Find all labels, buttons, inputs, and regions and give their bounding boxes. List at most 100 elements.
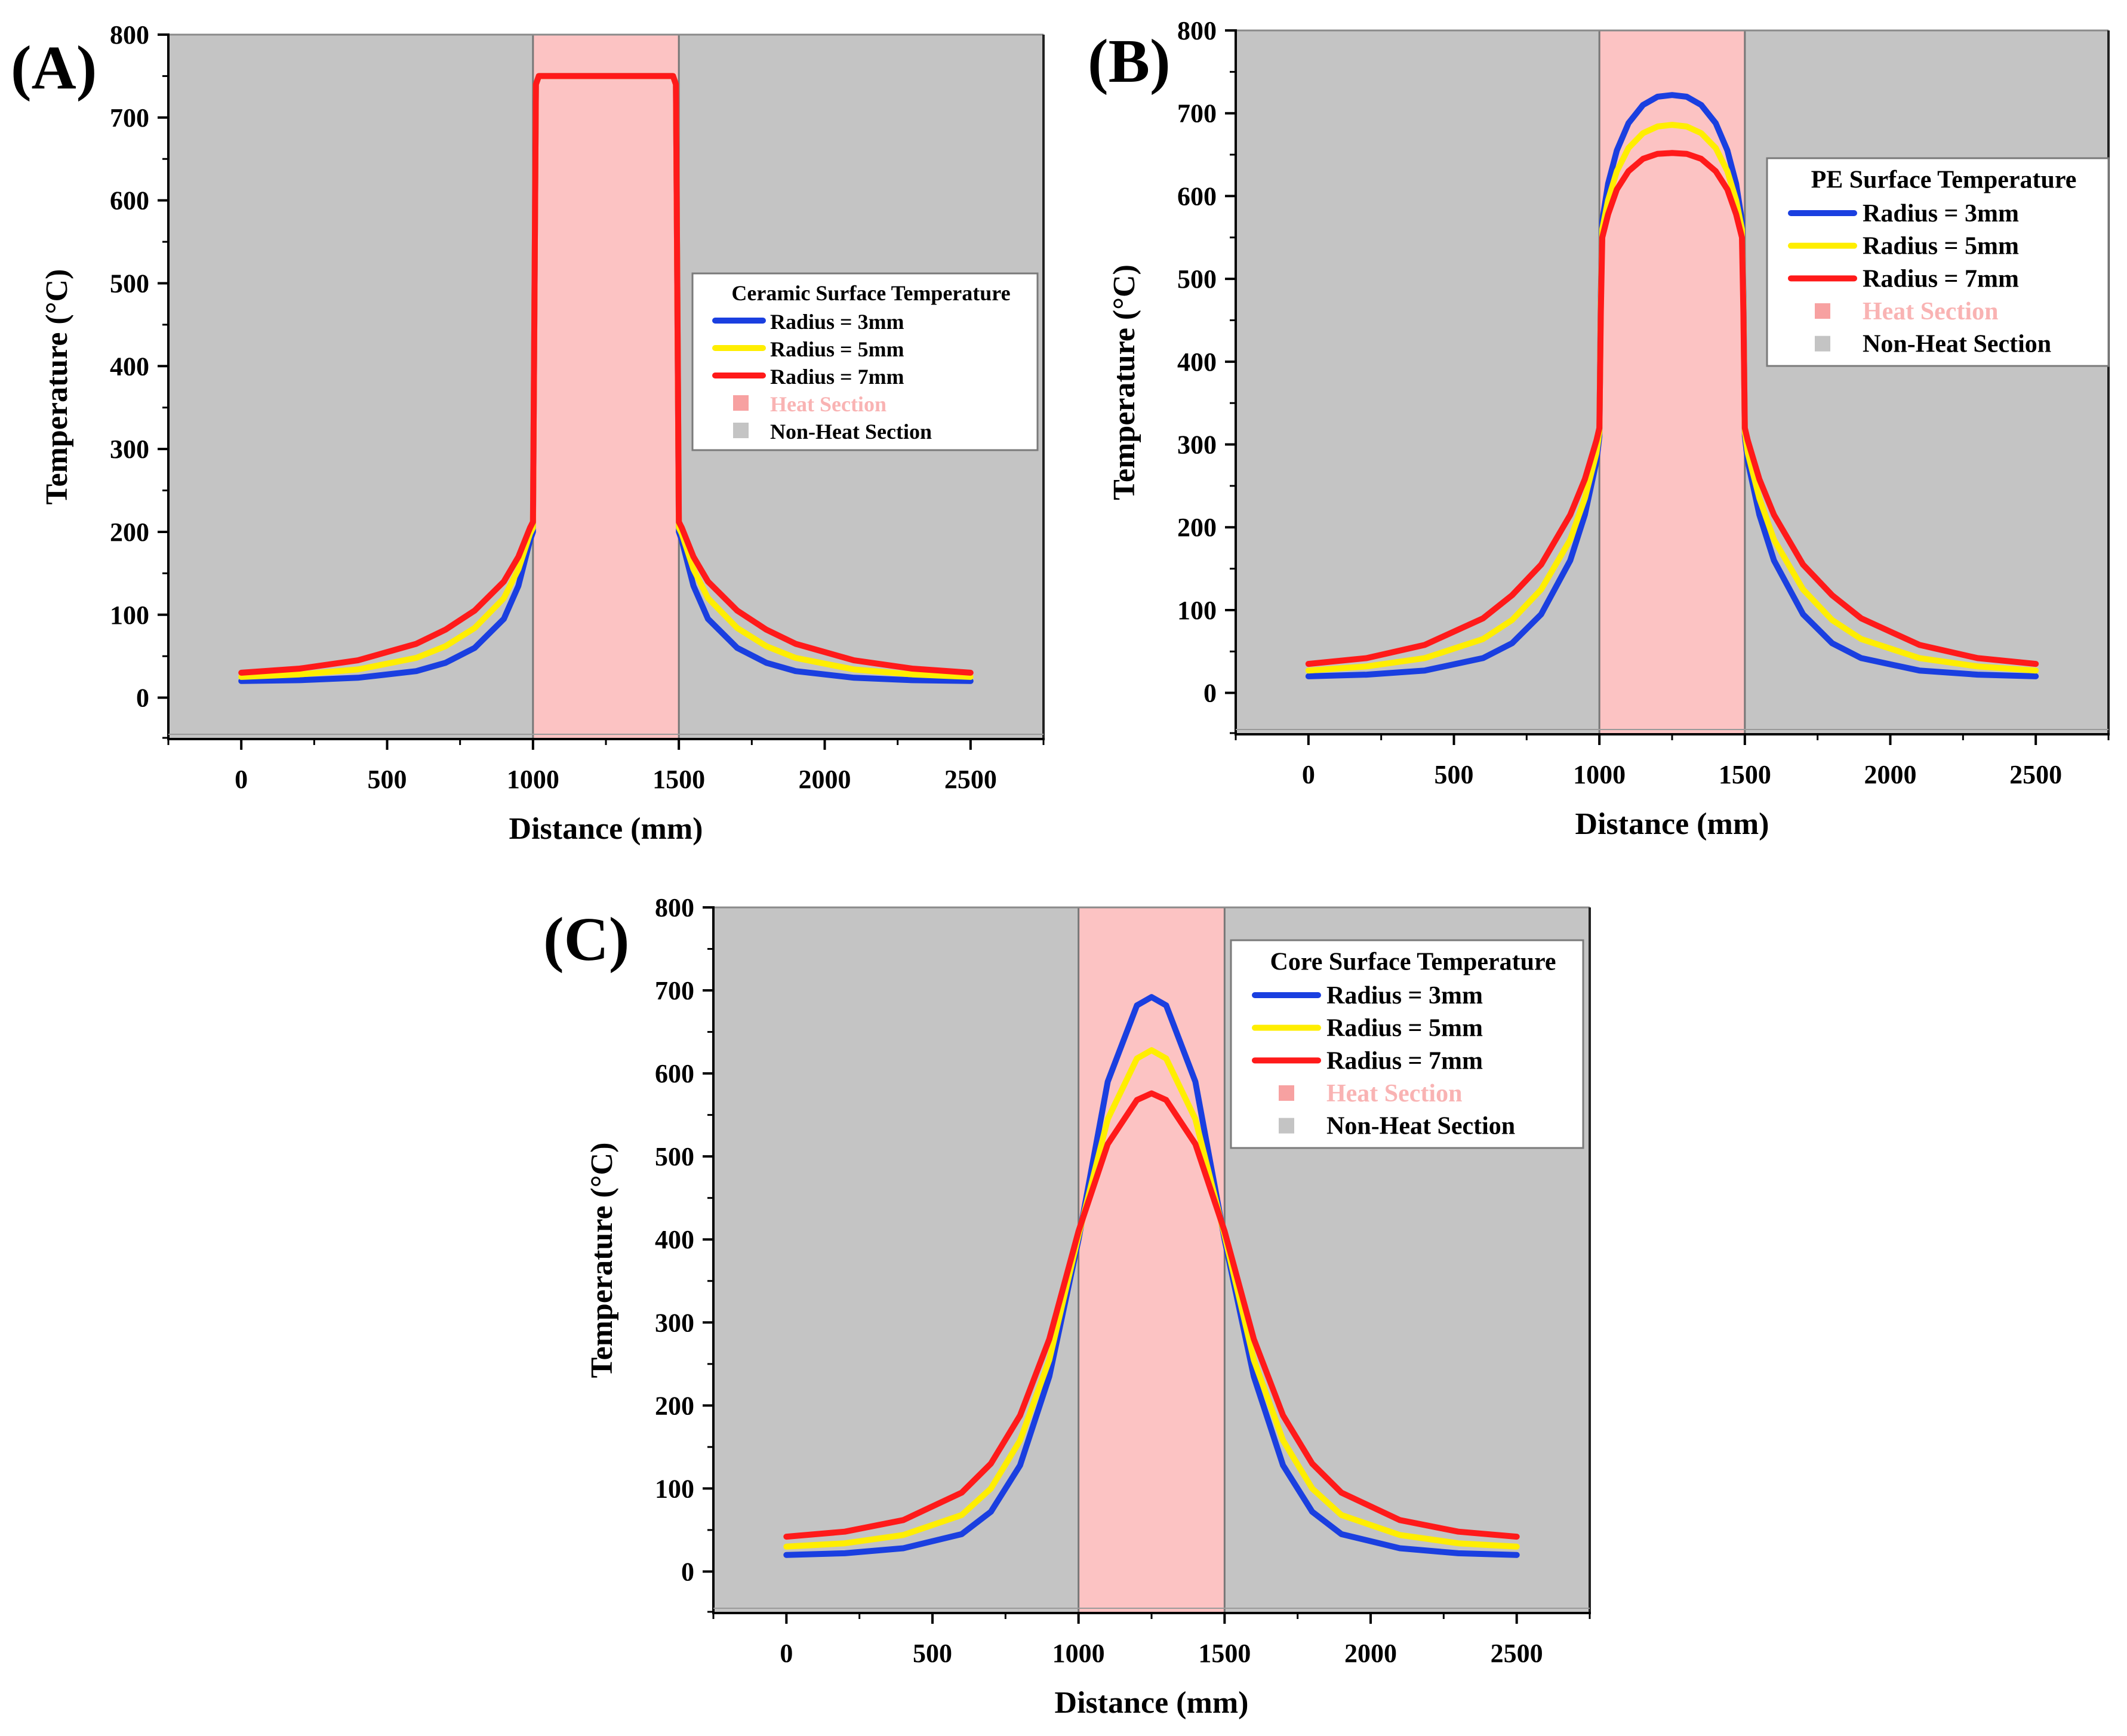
legend-swatch-heat-section (733, 395, 749, 411)
x-tick-label: 2500 (2009, 760, 2062, 789)
x-tick-label: 2500 (944, 765, 997, 794)
y-tick-label: 700 (110, 103, 149, 133)
y-tick-label: 400 (1177, 347, 1217, 377)
legend-title: PE Surface Temperature (1811, 166, 2077, 193)
legend-swatch-non-heat-section (733, 423, 749, 438)
y-tick-label: 200 (655, 1391, 694, 1420)
x-tick-label: 0 (1302, 760, 1315, 789)
x-axis-title: Distance (mm) (509, 812, 703, 846)
y-axis-title: Temperature (°C) (40, 269, 74, 505)
x-axis-title: Distance (mm) (1575, 807, 1769, 841)
legend-swatch-heat-section (1815, 303, 1830, 319)
y-tick-label: 0 (1203, 679, 1217, 708)
legend-title: Ceramic Surface Temperature (731, 281, 1010, 305)
panel-label: (C) (543, 905, 629, 974)
y-tick-label: 200 (1177, 513, 1217, 542)
legend-entry-label: Non-Heat Section (1863, 331, 2051, 358)
y-tick-label: 500 (1177, 264, 1217, 294)
legend-entry-label: Non-Heat Section (1326, 1113, 1515, 1140)
x-tick-label: 2000 (1864, 760, 1917, 789)
legend-entry-label: Heat Section (1326, 1080, 1462, 1107)
y-tick-label: 700 (1177, 99, 1217, 128)
y-tick-label: 100 (110, 601, 149, 630)
legend-entry-label: Heat Section (770, 392, 886, 416)
x-tick-label: 1500 (652, 765, 705, 794)
y-tick-label: 800 (655, 893, 694, 922)
y-tick-label: 400 (655, 1225, 694, 1254)
legend-entry-label: Radius = 3mm (1863, 200, 2019, 227)
x-tick-label: 1000 (1052, 1639, 1105, 1668)
y-tick-label: 100 (1177, 596, 1217, 625)
y-tick-label: 100 (655, 1474, 694, 1503)
legend-entry-label: Radius = 5mm (1326, 1015, 1483, 1042)
y-tick-label: 200 (110, 518, 149, 547)
series-line-radius-5mm (1305, 122, 2039, 674)
y-tick-label: 300 (110, 435, 149, 464)
y-tick-label: 800 (110, 20, 149, 50)
y-tick-label: 600 (110, 186, 149, 216)
y-tick-label: 500 (110, 269, 149, 298)
legend-swatch-non-heat-section (1815, 335, 1830, 352)
legend: PE Surface Temperature Radius = 3mm Radius… (1766, 157, 2110, 367)
legend: Core Surface Temperature Radius = 3mm Radi… (1230, 939, 1584, 1149)
x-tick-label: 1000 (507, 765, 559, 794)
chart-panel-3: 0 100 200 300 400 500 600 700 800 0 500 1000 1500 200… (543, 893, 1591, 1720)
legend-swatch-non-heat-section (1279, 1118, 1294, 1134)
x-tick-label: 2000 (799, 765, 851, 794)
non-heat-section-region (1236, 30, 1600, 734)
legend-entry-label: Radius = 3mm (770, 310, 904, 334)
heat-section-region (532, 35, 679, 739)
legend: Ceramic Surface Temperature Radius = 3mm R… (691, 272, 1039, 451)
y-tick-label: 0 (681, 1557, 694, 1586)
series-line-radius-3mm (783, 994, 1520, 1558)
series-line-radius-7mm (783, 1090, 1520, 1540)
x-tick-label: 0 (780, 1639, 793, 1668)
chart-panel-2: 0 100 200 300 400 500 600 700 800 0 500 1000 1500 200… (1088, 16, 2110, 841)
legend-entry-label: Radius = 5mm (1863, 233, 2019, 260)
chart-panel-1: 0 100 200 300 400 500 600 700 800 0 500 1000 1500 200… (11, 20, 1045, 846)
legend-box (1230, 939, 1584, 1149)
y-axis-title: Temperature (°C) (1107, 264, 1141, 500)
x-tick-label: 1500 (1719, 760, 1771, 789)
x-tick-label: 2500 (1491, 1639, 1543, 1668)
legend-entry-label: Radius = 5mm (770, 337, 904, 361)
x-tick-label: 2000 (1344, 1639, 1397, 1668)
x-tick-label: 500 (1435, 760, 1474, 789)
legend-entry-label: Radius = 7mm (1326, 1047, 1483, 1075)
panel-label: (B) (1088, 27, 1171, 96)
x-tick-label: 500 (368, 765, 407, 794)
heat-section-region (1078, 907, 1225, 1613)
y-tick-label: 700 (655, 976, 694, 1005)
legend-entry-label: Non-Heat Section (770, 420, 932, 444)
y-tick-label: 800 (1177, 16, 1217, 45)
x-tick-label: 500 (913, 1639, 952, 1668)
non-heat-section-region (713, 907, 1079, 1613)
y-tick-label: 400 (110, 352, 149, 381)
series-line-radius-5mm (783, 1047, 1520, 1550)
x-tick-label: 1000 (1573, 760, 1626, 789)
legend-box (1766, 157, 2110, 367)
y-tick-label: 0 (136, 684, 149, 713)
non-heat-section-region (168, 35, 533, 739)
non-heat-section-region (1744, 30, 2108, 734)
legend-swatch-heat-section (1279, 1085, 1294, 1101)
legend-entry-label: Heat Section (1863, 298, 1998, 325)
y-tick-label: 600 (655, 1059, 694, 1088)
legend-entry-label: Radius = 7mm (770, 365, 904, 389)
panel-label: (A) (11, 33, 97, 102)
legend-box (691, 272, 1039, 451)
legend-title: Core Surface Temperature (1270, 948, 1556, 975)
y-axis-title: Temperature (°C) (585, 1143, 619, 1378)
legend-entry-label: Radius = 3mm (1326, 982, 1483, 1009)
x-axis-title: Distance (mm) (1055, 1686, 1249, 1720)
series-line-radius-3mm (1305, 92, 2039, 679)
y-tick-label: 600 (1177, 181, 1217, 211)
y-tick-label: 300 (655, 1308, 694, 1337)
heat-section-region (1599, 30, 1745, 734)
x-tick-label: 1500 (1198, 1639, 1251, 1668)
series-line-radius-7mm (1305, 150, 2039, 667)
legend-entry-label: Radius = 7mm (1863, 265, 2019, 293)
series-line-radius-7mm (238, 73, 974, 676)
x-tick-label: 0 (235, 765, 248, 794)
